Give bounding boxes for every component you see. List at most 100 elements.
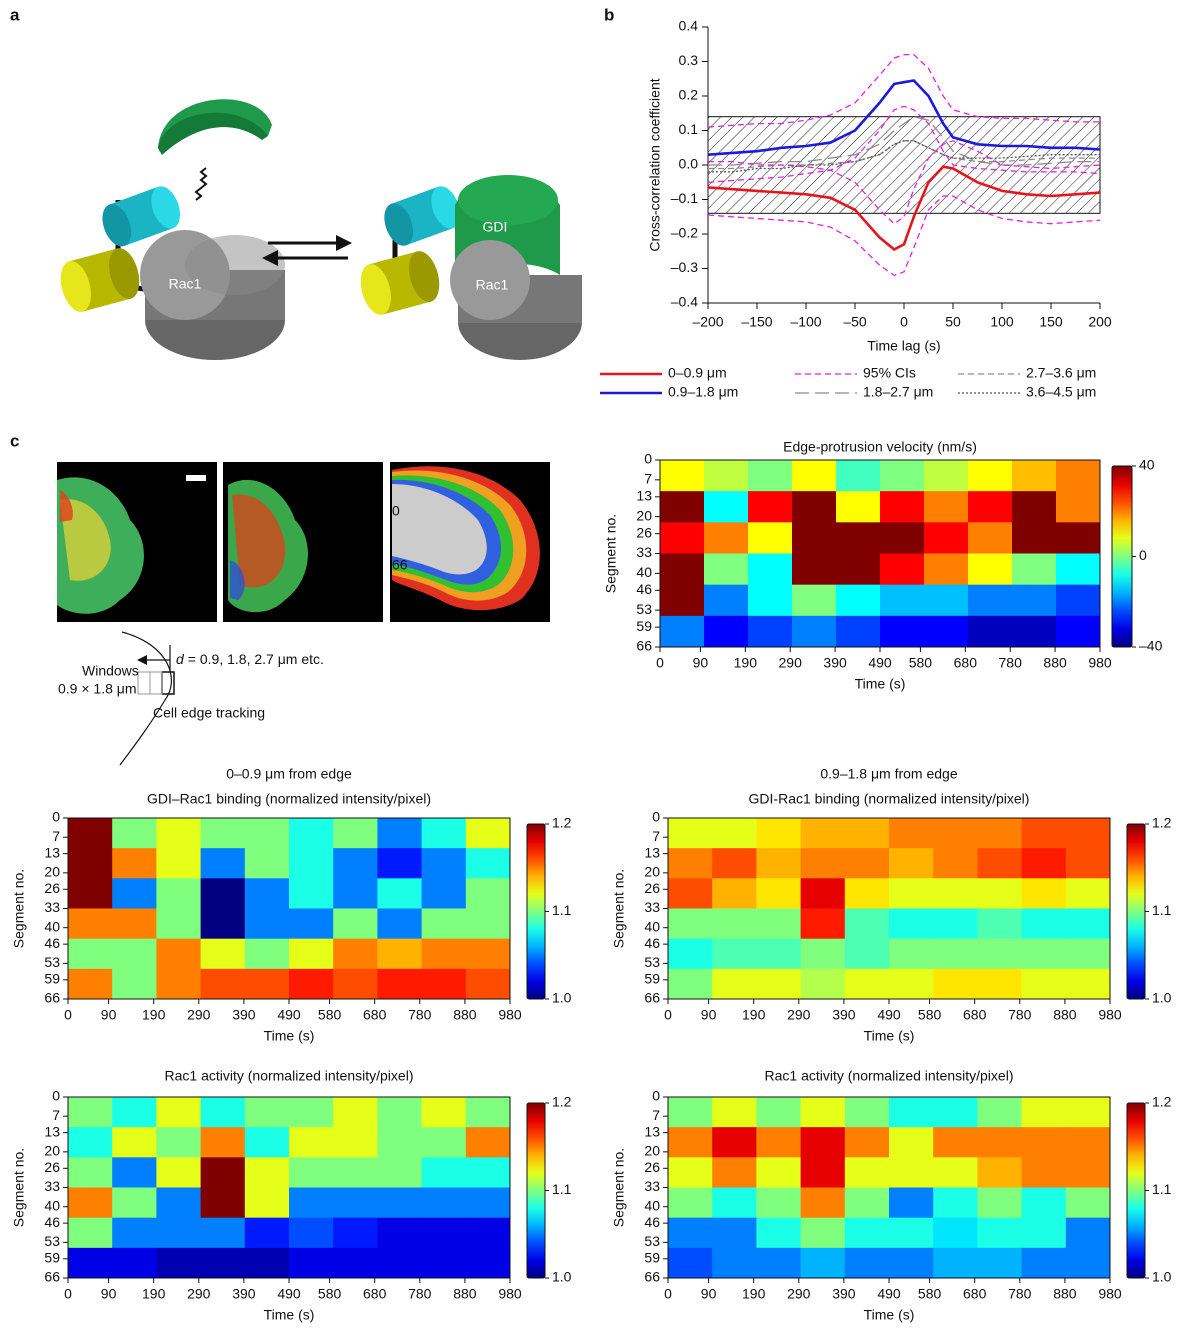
heatmap-cells xyxy=(668,818,1111,1000)
heatmap-cell xyxy=(792,522,837,554)
schematic-label: d = 0.9, 1.8, 2.7 μm etc. xyxy=(176,651,324,667)
heatmap-cell xyxy=(200,1157,246,1188)
heatmap-cell xyxy=(421,1157,467,1188)
heatmap-cell xyxy=(289,1247,334,1279)
chart-title: Edge-protrusion velocity (nm/s) xyxy=(783,439,977,455)
heatmap-cell xyxy=(1056,584,1101,617)
heatmap-cell xyxy=(748,522,793,554)
heatmap-cell xyxy=(889,1157,934,1188)
schematic-label: Windows xyxy=(82,663,139,679)
heatmap-cell xyxy=(112,908,157,940)
heatmap-cell xyxy=(660,553,705,586)
y-tick-label: 0.4 xyxy=(679,18,699,34)
colorbar-tick-label: 1.2 xyxy=(1152,815,1172,831)
heatmap-cell xyxy=(1065,908,1111,940)
heatmap-cell xyxy=(924,553,969,586)
heatmap-cell xyxy=(660,460,705,492)
heatmap-cell xyxy=(68,938,113,970)
heatmap-cell xyxy=(68,1157,113,1188)
heatmap-cell xyxy=(421,1247,467,1279)
heatmap-cell xyxy=(668,1127,713,1158)
heatmap-cell xyxy=(377,1217,423,1249)
heatmap-cell xyxy=(933,878,978,909)
schematic: d = 0.9, 1.8, 2.7 μm etc. Windows 0.9 × 1… xyxy=(58,631,324,766)
heatmap-cell xyxy=(712,1097,757,1128)
heatmap-cell xyxy=(200,1247,246,1279)
heatmap-cell xyxy=(244,1187,290,1219)
distance: = 0.9, 1.8, 2.7 μm etc. xyxy=(188,651,324,667)
heatmap-cell xyxy=(756,1127,802,1158)
x-tick-label: 880 xyxy=(453,1286,477,1302)
heatmap-cell xyxy=(68,1217,113,1249)
heatmap-cell xyxy=(836,615,881,648)
heatmap-cell xyxy=(156,1217,202,1249)
panel-label: c xyxy=(10,431,19,450)
y-tick-label: 59 xyxy=(44,1250,60,1266)
x-tick-label: 780 xyxy=(1008,1286,1032,1302)
heatmap-cell xyxy=(333,1157,378,1188)
heatmap-cell xyxy=(1065,1217,1111,1249)
heatmap-cell xyxy=(933,1127,978,1158)
x-tick-label: 190 xyxy=(142,1286,166,1302)
x-tick-label: 580 xyxy=(318,1286,342,1302)
x-axis-title: Time (s) xyxy=(864,1307,915,1323)
x-tick-label: 90 xyxy=(693,655,709,671)
colorbar-tick-label: 1.1 xyxy=(1152,1181,1172,1197)
heatmap-cell xyxy=(156,1247,202,1279)
heatmap-cell xyxy=(756,938,802,970)
series-line xyxy=(707,195,1101,277)
heatmap-cell xyxy=(880,522,925,554)
heatmap-cell xyxy=(792,584,837,617)
y-tick-label: 13 xyxy=(636,488,652,504)
x-tick-label: 980 xyxy=(498,1007,522,1023)
y-tick-label: 66 xyxy=(44,1269,60,1285)
heatmap-cell xyxy=(1065,968,1111,1000)
x-tick-label: 390 xyxy=(232,1007,256,1023)
heatmap-cell xyxy=(465,1127,511,1158)
heatmap-cell xyxy=(800,1187,846,1219)
x-tick-label: 980 xyxy=(1098,1286,1122,1302)
heatmap-cell xyxy=(1021,938,1067,970)
heatmap-cell xyxy=(756,818,802,849)
x-tick-label: 190 xyxy=(734,655,758,671)
x-tick-label: 0 xyxy=(64,1286,72,1302)
heatmap-cell xyxy=(977,968,1023,1000)
heatmap-cell xyxy=(704,522,749,554)
x-tick-label: 490 xyxy=(277,1286,301,1302)
heatmap-cell xyxy=(977,1217,1023,1249)
colorbar-tick-label: 0 xyxy=(1139,547,1147,563)
heatmap-cell xyxy=(421,1127,467,1158)
y-axis-title: Cross-correlation coefficient xyxy=(647,78,663,251)
y-tick-label: 26 xyxy=(636,524,652,540)
heatmap-cell xyxy=(244,848,290,879)
heatmap-cell xyxy=(200,938,246,970)
legend-label: 95% CIs xyxy=(863,365,916,381)
heatmap-cell xyxy=(660,491,705,523)
heatmap-cell xyxy=(112,1097,157,1128)
heatmap-cell xyxy=(1012,584,1057,617)
heatmap-cell xyxy=(968,491,1013,523)
heatmap-cell xyxy=(465,938,511,970)
heatmap-cell xyxy=(792,460,837,492)
heatmap-cell xyxy=(112,1217,157,1249)
heatmap-cell xyxy=(712,1187,757,1219)
heatmap-cell xyxy=(968,615,1013,648)
heatmap-cell xyxy=(112,878,157,909)
heatmap-cell xyxy=(289,848,334,879)
x-tick-label: 290 xyxy=(187,1286,211,1302)
heatmap-cell xyxy=(421,1217,467,1249)
x-tick-label: 980 xyxy=(498,1286,522,1302)
panel-label: a xyxy=(10,5,20,24)
heatmap-cell xyxy=(933,1157,978,1188)
heatmap-cell xyxy=(924,491,969,523)
heatmap-cell xyxy=(421,818,467,849)
y-tick-label: 66 xyxy=(44,990,60,1006)
heatmap-cell xyxy=(836,584,881,617)
heatmap-cell xyxy=(977,1097,1023,1128)
y-tick-label: 20 xyxy=(44,1143,60,1159)
x-tick-label: 0 xyxy=(900,314,908,330)
heatmap-cell xyxy=(112,1157,157,1188)
heatmap-cell xyxy=(880,553,925,586)
heatmap-cell xyxy=(377,1187,423,1219)
